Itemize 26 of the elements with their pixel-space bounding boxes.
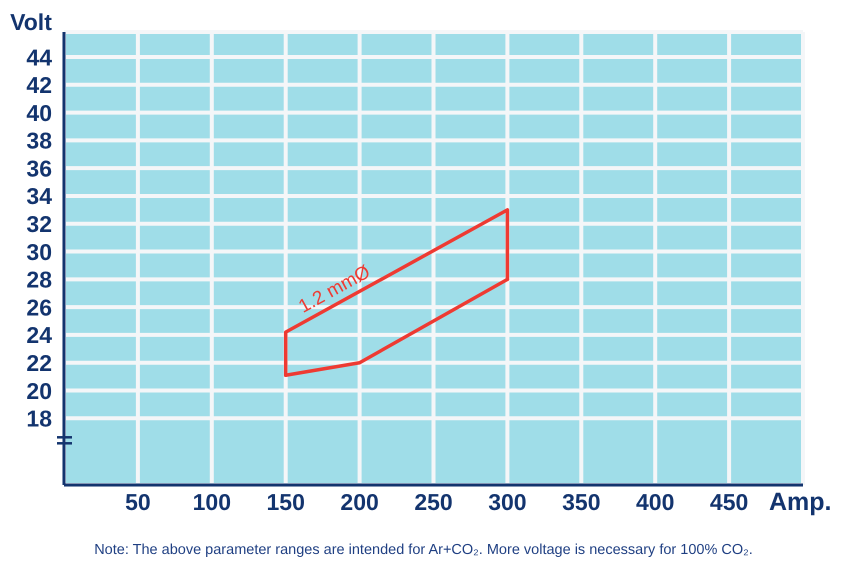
x-tick-label: 50 <box>125 489 151 515</box>
x-tick-label: 100 <box>192 489 231 515</box>
y-tick-label: 34 <box>26 183 52 210</box>
x-tick-label: 200 <box>340 489 379 515</box>
y-tick-label: 26 <box>26 294 52 320</box>
y-tick-label: 42 <box>26 72 52 98</box>
y-tick-label: 18 <box>26 406 52 432</box>
x-tick-label: 450 <box>710 489 748 515</box>
y-tick-label: 24 <box>26 322 52 348</box>
y-tick-label: 20 <box>26 378 52 404</box>
x-tick-label: 250 <box>414 489 453 515</box>
y-tick-label: 28 <box>26 266 52 293</box>
y-tick-label: 32 <box>26 211 52 238</box>
y-axis-title: Volt <box>10 9 52 35</box>
text: Note: The above parameter ranges are intended for Ar+CO₂. More voltage is necessary for 100% CO₂. <box>94 542 753 558</box>
y-tick-label: 36 <box>26 155 52 182</box>
y-tick-label: 40 <box>26 100 52 126</box>
y-tick-label: 44 <box>26 44 52 70</box>
x-axis-title: Amp. <box>769 488 832 516</box>
x-tick-label: 300 <box>488 489 527 515</box>
y-tick-label: 30 <box>26 238 52 265</box>
y-tick-label: 38 <box>26 128 52 154</box>
x-tick-label: 150 <box>266 489 305 515</box>
y-tick-label: 22 <box>26 350 52 376</box>
x-tick-label: 400 <box>636 489 674 515</box>
x-tick-label: 350 <box>562 489 600 515</box>
